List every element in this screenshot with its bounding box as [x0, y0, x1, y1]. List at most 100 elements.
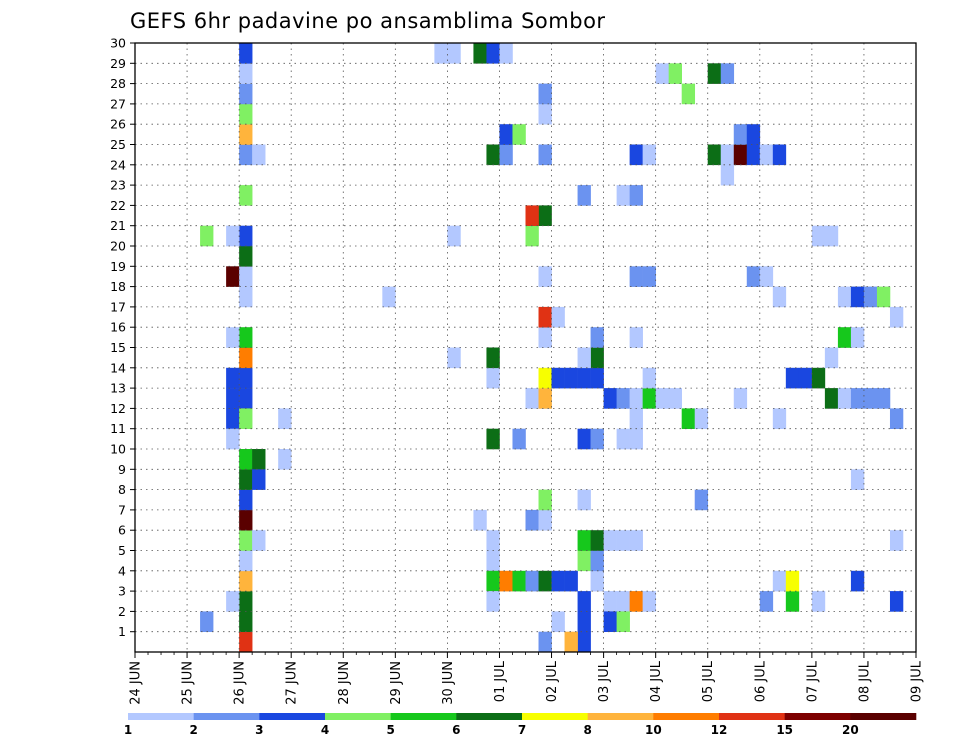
- heatmap-cell: [642, 266, 656, 287]
- y-tick-label: 18: [110, 279, 126, 294]
- heatmap-cell: [538, 509, 552, 531]
- heatmap-cell: [850, 570, 865, 592]
- heatmap-cell: [577, 367, 591, 389]
- y-tick-label: 24: [110, 157, 126, 172]
- heatmap-cell: [577, 428, 591, 450]
- heatmap-cell: [226, 428, 240, 450]
- heatmap-cell: [603, 388, 617, 409]
- heatmap-cell: [694, 489, 709, 511]
- heatmap-cell: [473, 43, 487, 64]
- heatmap-cell: [616, 591, 630, 612]
- legend-label: 10: [645, 723, 662, 737]
- heatmap-cell: [239, 570, 253, 592]
- heatmap-cell: [538, 103, 552, 125]
- heatmap-cell: [252, 469, 266, 490]
- heatmap-cell: [616, 185, 630, 206]
- legend-label: 3: [255, 723, 263, 737]
- heatmap-cell: [642, 388, 656, 409]
- heatmap-cell: [239, 611, 253, 632]
- legend-swatch: [653, 713, 720, 720]
- legend-swatch: [456, 713, 523, 720]
- heatmap-cell: [577, 489, 591, 511]
- heatmap-cell: [590, 428, 604, 450]
- heatmap-cell: [486, 428, 500, 450]
- y-tick-label: 29: [110, 56, 126, 71]
- legend-label: 4: [321, 723, 329, 737]
- heatmap-cell: [538, 388, 552, 409]
- x-tick-label: 07 JUL: [805, 660, 820, 702]
- legend-swatch: [325, 713, 391, 720]
- heatmap-cell: [512, 124, 526, 145]
- heatmap-cell: [629, 266, 643, 287]
- heatmap-cell: [824, 225, 839, 247]
- x-tick-label: 03 JUL: [597, 660, 612, 702]
- legend-label: 5: [386, 723, 394, 737]
- heatmap-cell: [200, 225, 214, 247]
- legend-label: 15: [776, 723, 793, 737]
- x-tick-label: 04 JUL: [649, 660, 664, 702]
- heatmap-cell: [447, 347, 461, 369]
- y-tick-label: 14: [110, 360, 126, 375]
- heatmap-cell: [239, 246, 253, 267]
- heatmap-cell: [876, 388, 891, 409]
- heatmap-cell: [239, 591, 253, 612]
- legend: 1 2 3 4 5 6 7 8 10 12 15 20: [124, 713, 917, 737]
- axes: 1234567891011121314151617181920212223242…: [110, 36, 924, 705]
- heatmap-cell: [538, 327, 552, 348]
- heatmap-cell: [538, 489, 552, 511]
- heatmap-cell: [772, 286, 787, 308]
- heatmap-cell: [733, 388, 748, 409]
- legend-swatch: [719, 713, 785, 720]
- heatmap-cell: [226, 266, 240, 287]
- heatmap-cell: [538, 631, 552, 653]
- x-tick-label: 06 JUL: [753, 660, 768, 702]
- heatmap-cell: [564, 570, 578, 592]
- grid-lines: [135, 43, 916, 652]
- y-tick-label: 17: [110, 299, 126, 314]
- heatmap-cell: [668, 388, 682, 409]
- legend-label: 6: [452, 723, 460, 737]
- heatmap-cell: [772, 144, 787, 166]
- y-tick-label: 20: [110, 239, 126, 254]
- heatmap-cell: [863, 388, 878, 409]
- x-tick-label: 05 JUL: [701, 660, 716, 702]
- heatmap-cell: [642, 591, 656, 612]
- heatmap-cell: [772, 408, 787, 429]
- heatmap-cell: [746, 144, 761, 166]
- heatmap-cell: [629, 408, 643, 429]
- heatmap-cell: [278, 449, 292, 470]
- heatmap-cell: [681, 83, 696, 105]
- heatmap-cell: [239, 347, 253, 369]
- heatmap-cell: [759, 144, 774, 166]
- heatmap-cell: [512, 570, 526, 592]
- y-tick-label: 21: [110, 218, 126, 233]
- heatmap-cell: [720, 144, 735, 166]
- heatmap-cell: [603, 530, 617, 551]
- legend-label: 12: [711, 723, 728, 737]
- heatmap-cell: [603, 611, 617, 632]
- heatmap-cell: [278, 408, 292, 429]
- heatmap-cell: [824, 347, 839, 369]
- legend-label: 8: [583, 723, 591, 737]
- heatmap-cell: [525, 205, 539, 226]
- heatmap-cell: [577, 550, 591, 572]
- heatmap-cell: [499, 124, 513, 145]
- heatmap-cell: [668, 63, 682, 84]
- heatmap-cell: [226, 367, 240, 389]
- heatmap-cell: [733, 124, 748, 145]
- heatmap-cell: [707, 63, 722, 84]
- heatmap-cell: [629, 591, 643, 612]
- heatmap-cell: [538, 306, 552, 328]
- y-tick-label: 3: [118, 584, 126, 599]
- heatmap-cell: [811, 591, 826, 612]
- heatmap-cell: [538, 570, 552, 592]
- heatmap-cell: [707, 144, 722, 166]
- heatmap-cell: [239, 530, 253, 551]
- heatmap-cell: [720, 164, 735, 186]
- heatmap-cell: [252, 144, 266, 166]
- heatmap-cell: [590, 327, 604, 348]
- heatmap-cell: [629, 327, 643, 348]
- heatmap-cell: [785, 570, 800, 592]
- heatmap-cell: [486, 367, 500, 389]
- heatmap-cell: [603, 591, 617, 612]
